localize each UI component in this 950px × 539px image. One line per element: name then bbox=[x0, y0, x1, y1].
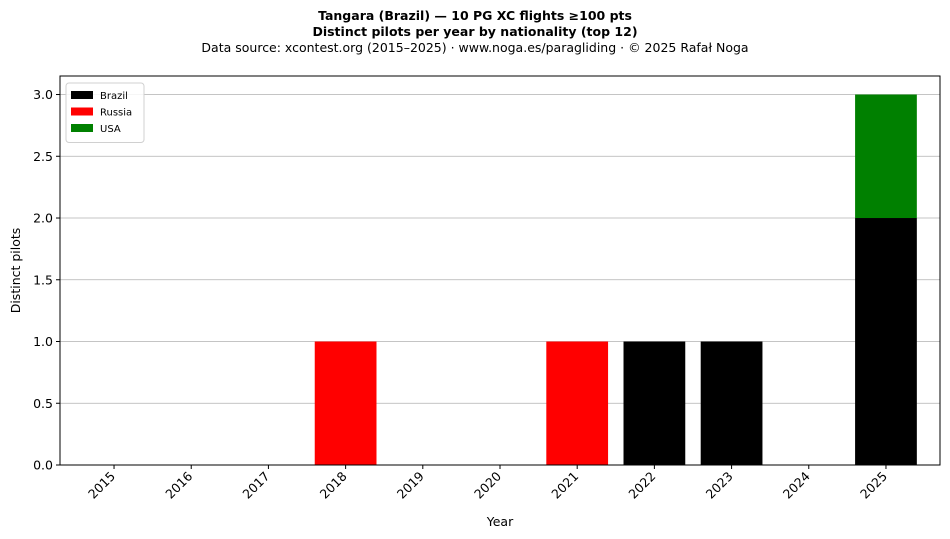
legend-label-russia: Russia bbox=[100, 108, 132, 119]
x-tick-label: 2016 bbox=[162, 468, 195, 501]
bar-russia-2021 bbox=[546, 341, 609, 465]
y-tick-label: 2.5 bbox=[33, 149, 53, 164]
y-axis: 0.0 0.5 1.0 1.5 2.0 2.5 3.0 bbox=[33, 87, 60, 473]
y-axis-label: Distinct pilots bbox=[8, 228, 23, 314]
bar-russia-2018 bbox=[314, 341, 377, 465]
x-tick-label: 2023 bbox=[703, 469, 736, 502]
x-tick-label: 2022 bbox=[625, 469, 658, 502]
x-tick-label: 2021 bbox=[548, 469, 581, 502]
bar-brazil-2025 bbox=[855, 218, 917, 465]
y-tick-label: 3.0 bbox=[33, 87, 53, 102]
y-tick-label: 1.5 bbox=[33, 272, 53, 287]
gridlines bbox=[60, 94, 940, 404]
chart-subtitle: Distinct pilots per year by nationality … bbox=[312, 24, 638, 39]
x-tick-label: 2017 bbox=[239, 469, 272, 502]
x-tick-label: 2024 bbox=[780, 468, 813, 501]
bars bbox=[314, 94, 917, 465]
legend-swatch-russia bbox=[71, 107, 93, 116]
x-axis: 2015 2016 2017 2018 2019 2020 2021 2022 2023 2024… bbox=[85, 465, 890, 502]
x-tick-label: 2019 bbox=[394, 468, 427, 501]
x-axis-label: Year bbox=[486, 514, 514, 529]
y-tick-label: 2.0 bbox=[33, 211, 53, 226]
x-tick-label: 2018 bbox=[317, 468, 350, 501]
legend-swatch-usa bbox=[71, 124, 93, 132]
chart-title: Tangara (Brazil) — 10 PG XC flights ≥100… bbox=[318, 8, 632, 23]
bar-brazil-2023 bbox=[700, 341, 763, 465]
plot-frame bbox=[59, 75, 941, 466]
legend-label-usa: USA bbox=[100, 124, 121, 135]
chart-source: Data source: xcontest.org (2015–2025) · … bbox=[201, 40, 749, 55]
y-tick-label: 1.0 bbox=[33, 334, 53, 349]
x-tick-label: 2025 bbox=[857, 469, 890, 502]
y-tick-label: 0.5 bbox=[33, 396, 53, 411]
title-block: Tangara (Brazil) — 10 PG XC flights ≥100… bbox=[0, 8, 950, 56]
bar-usa-2025 bbox=[855, 94, 917, 219]
legend-label-brazil: Brazil bbox=[100, 91, 128, 102]
legend: Brazil Russia USA bbox=[65, 82, 145, 143]
y-tick-label: 0.0 bbox=[33, 458, 53, 473]
x-tick-label: 2015 bbox=[85, 469, 118, 502]
legend-swatch-brazil bbox=[71, 91, 93, 99]
x-tick-label: 2020 bbox=[471, 468, 504, 501]
bar-brazil-2022 bbox=[623, 341, 686, 465]
